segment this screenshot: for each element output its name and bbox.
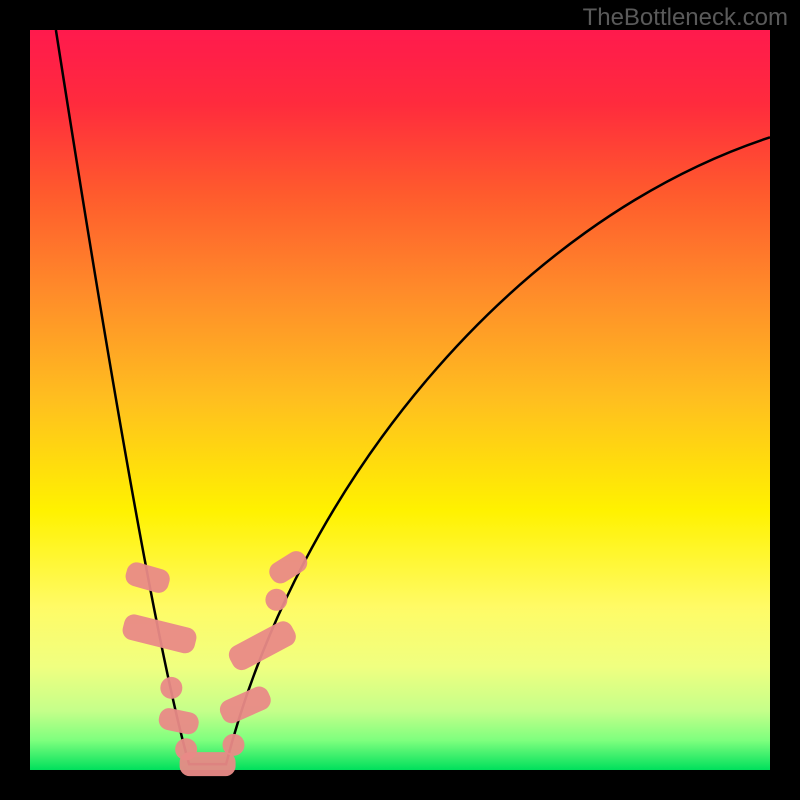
curve-marker-pill xyxy=(180,752,236,776)
curve-marker-dot xyxy=(160,677,182,699)
bottleneck-chart xyxy=(0,0,800,800)
curve-marker-dot xyxy=(265,589,287,611)
chart-gradient-bg xyxy=(30,30,770,770)
watermark-text: TheBottleneck.com xyxy=(583,4,788,32)
curve-marker-dot xyxy=(223,734,245,756)
